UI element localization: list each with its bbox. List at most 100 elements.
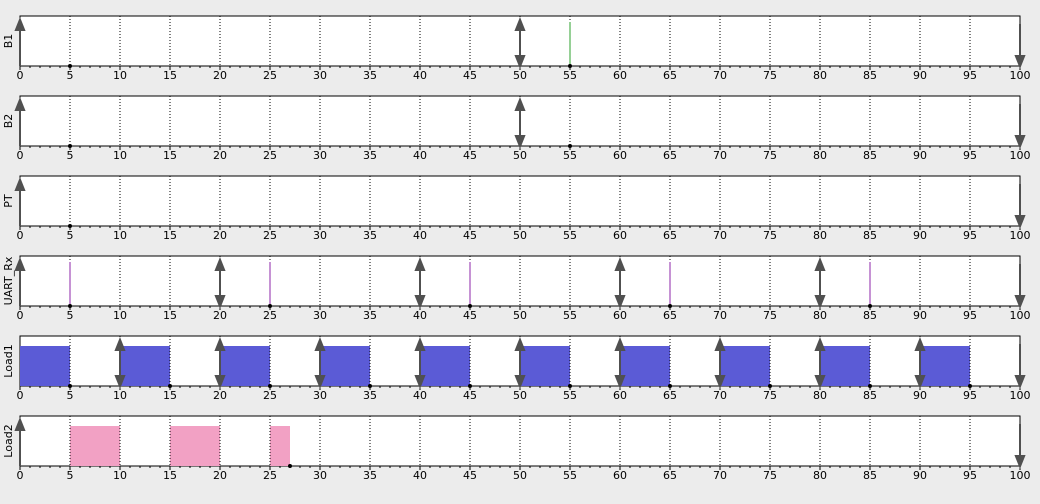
tick-label: 20 <box>213 149 227 162</box>
tick-label: 35 <box>363 69 377 82</box>
tick-label: 70 <box>713 69 727 82</box>
tick-label: 75 <box>763 149 777 162</box>
event-dot <box>468 384 472 388</box>
load-bar <box>820 346 870 386</box>
tick-label: 80 <box>813 469 827 482</box>
load-bar <box>320 346 370 386</box>
tick-label: 10 <box>113 229 127 242</box>
tick-label: 20 <box>213 69 227 82</box>
event-dot <box>288 464 292 468</box>
event-dot <box>268 304 272 308</box>
event-dot <box>568 64 572 68</box>
tick-label: 85 <box>863 469 877 482</box>
tick-label: 100 <box>1010 69 1031 82</box>
tick-label: 0 <box>17 149 24 162</box>
tick-label: 95 <box>963 469 977 482</box>
tick-label: 40 <box>413 389 427 402</box>
tick-label: 50 <box>513 389 527 402</box>
tick-label: 5 <box>67 469 74 482</box>
tick-label: 35 <box>363 469 377 482</box>
tick-label: 70 <box>713 229 727 242</box>
panel-uart-rx: 0 5 10 15 20 25 30 35 40 45 50 55 60 65 70 75 80 85 90 95 10… <box>2 255 1031 322</box>
tick-label: 40 <box>413 149 427 162</box>
tick-label: 80 <box>813 389 827 402</box>
tick-label: 15 <box>163 469 177 482</box>
tick-label: 90 <box>913 469 927 482</box>
tick-label: 10 <box>113 69 127 82</box>
tick-label: 75 <box>763 469 777 482</box>
tick-label: 30 <box>313 469 327 482</box>
event-dot <box>668 304 672 308</box>
tick-label: 65 <box>663 149 677 162</box>
event-dot <box>768 384 772 388</box>
tick-label: 55 <box>563 389 577 402</box>
tick-label: 25 <box>263 469 277 482</box>
tick-label: 90 <box>913 309 927 322</box>
tick-label: 100 <box>1010 389 1031 402</box>
tick-label: 100 <box>1010 309 1031 322</box>
tick-label: 85 <box>863 309 877 322</box>
tick-label: 50 <box>513 469 527 482</box>
panel-pt: 0 5 10 15 20 25 30 35 40 45 50 55 60 65 70 75 80 85 90 95 10… <box>2 175 1031 242</box>
event-dot <box>68 224 72 228</box>
tick-label: 75 <box>763 309 777 322</box>
tick-label: 85 <box>863 69 877 82</box>
event-dot <box>868 304 872 308</box>
tick-label: 55 <box>563 149 577 162</box>
load-bar <box>220 346 270 386</box>
tick-label: 30 <box>313 309 327 322</box>
tick-label: 85 <box>863 149 877 162</box>
event-dot <box>268 384 272 388</box>
event-dot <box>68 304 72 308</box>
tick-label: 60 <box>613 69 627 82</box>
tick-label: 75 <box>763 389 777 402</box>
tick-label: 25 <box>263 69 277 82</box>
tick-label: 70 <box>713 149 727 162</box>
tick-label: 65 <box>663 69 677 82</box>
tick-label: 40 <box>413 309 427 322</box>
tick-label: 100 <box>1010 149 1031 162</box>
tick-label: 45 <box>463 69 477 82</box>
tick-label: 35 <box>363 229 377 242</box>
panel-b2: 0 5 10 15 20 25 30 35 40 45 50 55 60 65 70 75 80 85 90 95 10… <box>2 95 1031 162</box>
tick-label: 95 <box>963 69 977 82</box>
tick-label: 15 <box>163 149 177 162</box>
tick-label: 85 <box>863 389 877 402</box>
panel-load1: 0 5 10 15 20 25 30 35 40 45 50 55 60 65 70 75 80 85 90 95 10… <box>2 335 1031 402</box>
tick-label: 50 <box>513 229 527 242</box>
tick-label: 25 <box>263 309 277 322</box>
tick-label: 90 <box>913 229 927 242</box>
tick-label: 45 <box>463 149 477 162</box>
tick-label: 70 <box>713 389 727 402</box>
tick-label: 15 <box>163 309 177 322</box>
tick-label: 5 <box>67 149 74 162</box>
panel-ylabel: PT <box>2 194 15 208</box>
tick-label: 10 <box>113 389 127 402</box>
tick-label: 15 <box>163 389 177 402</box>
tick-label: 30 <box>313 69 327 82</box>
tick-label: 80 <box>813 69 827 82</box>
tick-label: 20 <box>213 229 227 242</box>
tick-label: 5 <box>67 69 74 82</box>
tick-label: 95 <box>963 149 977 162</box>
panel-b1: 0 5 10 15 20 25 30 35 40 45 50 55 60 65 70 75 80 85 90 95 10… <box>2 15 1031 82</box>
panel-ylabel: B1 <box>2 34 15 49</box>
tick-label: 90 <box>913 389 927 402</box>
panel-ylabel: UART_Rx <box>2 256 15 305</box>
load-bar <box>520 346 570 386</box>
tick-label: 45 <box>463 469 477 482</box>
tick-label: 80 <box>813 309 827 322</box>
tick-label: 70 <box>713 309 727 322</box>
tick-label: 5 <box>67 309 74 322</box>
tick-label: 10 <box>113 149 127 162</box>
tick-label: 85 <box>863 229 877 242</box>
load-bar <box>720 346 770 386</box>
tick-label: 55 <box>563 469 577 482</box>
tick-label: 20 <box>213 469 227 482</box>
tick-label: 70 <box>713 469 727 482</box>
event-dot <box>68 144 72 148</box>
tick-label: 50 <box>513 309 527 322</box>
event-dot <box>68 64 72 68</box>
tick-label: 0 <box>17 69 24 82</box>
